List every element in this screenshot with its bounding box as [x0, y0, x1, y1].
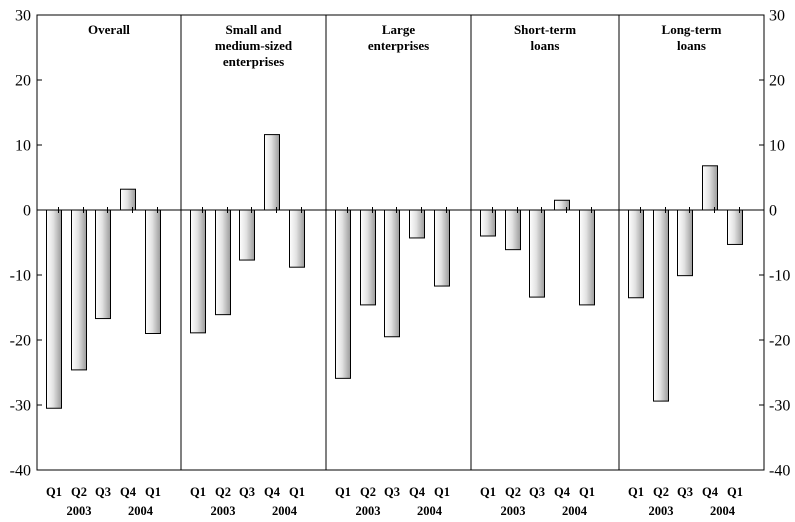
x-category-label: Q3: [384, 485, 400, 499]
x-category-label: Q4: [409, 485, 426, 499]
panel-title: Small and medium-sized enterprises: [215, 22, 293, 69]
bar: [46, 209, 62, 409]
x-category-label: Q2: [653, 485, 669, 499]
x-category-label: Q4: [554, 485, 571, 499]
panel-title: Overall: [88, 22, 130, 37]
panel-dividers: [180, 15, 620, 470]
bars: [46, 134, 743, 409]
bar: [190, 209, 206, 334]
x-year-label: 2003: [67, 504, 92, 518]
x-category-label: Q1: [335, 485, 351, 499]
bar: [434, 209, 450, 287]
y-tick-label-left: 20: [15, 73, 31, 90]
panel-title-line: enterprises: [223, 54, 284, 69]
bar: [579, 209, 595, 306]
y-tick-label-left: -10: [10, 268, 31, 285]
x-category-label: Q1: [434, 485, 450, 499]
panel-title: Large enterprises: [368, 22, 429, 53]
bar: [215, 209, 231, 316]
panel-title-line: medium-sized: [215, 38, 293, 53]
panel-title-line: Long-term: [662, 22, 722, 37]
bar: [409, 209, 425, 239]
bar: [628, 209, 644, 299]
y-tick-label-right: -10: [769, 268, 790, 285]
x-category-label: Q2: [215, 485, 231, 499]
panel-title-line: Small and: [226, 22, 283, 37]
bar: [120, 188, 136, 211]
x-category-label: Q1: [145, 485, 161, 499]
x-category-label: Q4: [120, 485, 137, 499]
y-tick-label-right: -20: [769, 333, 790, 350]
bar: [727, 209, 743, 245]
x-axis-labels: Q1 Q2 Q3 Q4 Q1 2003 2004 Q1 Q2 Q3 Q4 Q1 2003 2004 Q1 Q2…: [46, 485, 743, 518]
x-category-label: Q1: [190, 485, 206, 499]
x-year-label: 2003: [356, 504, 381, 518]
bar: [554, 199, 570, 211]
x-category-label: Q4: [702, 485, 719, 499]
x-category-label: Q1: [480, 485, 496, 499]
x-year-label: 2004: [710, 504, 736, 518]
panel-title-line: enterprises: [368, 38, 429, 53]
panel-title: Short-term loans: [514, 22, 576, 53]
y-tick-label-right: 0: [769, 203, 777, 220]
bar: [505, 209, 521, 251]
panel-title-line: Large: [382, 22, 415, 37]
panel-title-line: Overall: [88, 22, 130, 37]
bar: [145, 209, 161, 334]
x-year-label: 2004: [128, 504, 154, 518]
bar: [71, 209, 87, 371]
x-category-label: Q1: [46, 485, 62, 499]
panel-titles: Overall Small and medium-sized enterprisesL…: [88, 22, 722, 69]
y-axis-left: 30 20 10 0 -10 -20 -30 -40: [10, 8, 42, 480]
panel-title: Long-term loans: [662, 22, 722, 53]
y-tick-label-right: -30: [769, 398, 790, 415]
bar: [289, 209, 305, 268]
x-year-label: 2004: [272, 504, 298, 518]
y-tick-label-left: 0: [23, 203, 31, 220]
bar: [264, 134, 280, 211]
x-category-label: Q2: [360, 485, 376, 499]
bar: [480, 209, 496, 237]
x-year-label: 2003: [211, 504, 236, 518]
y-axis-right: 30 20 10 0 -10 -20 -30 -40: [759, 8, 790, 480]
x-year-label: 2004: [562, 504, 588, 518]
x-category-label: Q2: [71, 485, 87, 499]
x-category-label: Q3: [239, 485, 255, 499]
x-category-label: Q2: [505, 485, 521, 499]
x-category-label: Q3: [95, 485, 111, 499]
y-tick-label-left: 10: [15, 138, 31, 155]
y-tick-label-left: -30: [10, 398, 31, 415]
bar: [384, 209, 400, 338]
bar: [360, 209, 376, 306]
x-category-label: Q4: [264, 485, 281, 499]
x-category-label: Q3: [677, 485, 693, 499]
bar: [529, 209, 545, 298]
panel-title-line: loans: [531, 38, 560, 53]
x-category-label: Q1: [579, 485, 595, 499]
panel-title-line: Short-term: [514, 22, 576, 37]
y-tick-label-right: 20: [769, 73, 785, 90]
bar: [335, 209, 351, 379]
y-tick-label-left: 30: [15, 8, 31, 25]
y-tick-label-left: -20: [10, 333, 31, 350]
bar: [677, 209, 693, 277]
y-tick-label-right: -40: [769, 463, 790, 480]
y-tick-label-right: 30: [769, 8, 785, 25]
bar: [239, 209, 255, 261]
x-category-label: Q1: [727, 485, 743, 499]
x-category-label: Q3: [529, 485, 545, 499]
panel-title-line: loans: [677, 38, 706, 53]
x-category-label: Q1: [289, 485, 305, 499]
x-category-label: Q1: [628, 485, 644, 499]
y-tick-label-left: -40: [10, 463, 31, 480]
bar: [702, 165, 718, 211]
y-tick-label-right: 10: [769, 138, 785, 155]
bar: [95, 209, 111, 320]
x-year-label: 2003: [649, 504, 674, 518]
x-year-label: 2003: [501, 504, 526, 518]
x-year-label: 2004: [417, 504, 443, 518]
bar: [653, 209, 669, 402]
